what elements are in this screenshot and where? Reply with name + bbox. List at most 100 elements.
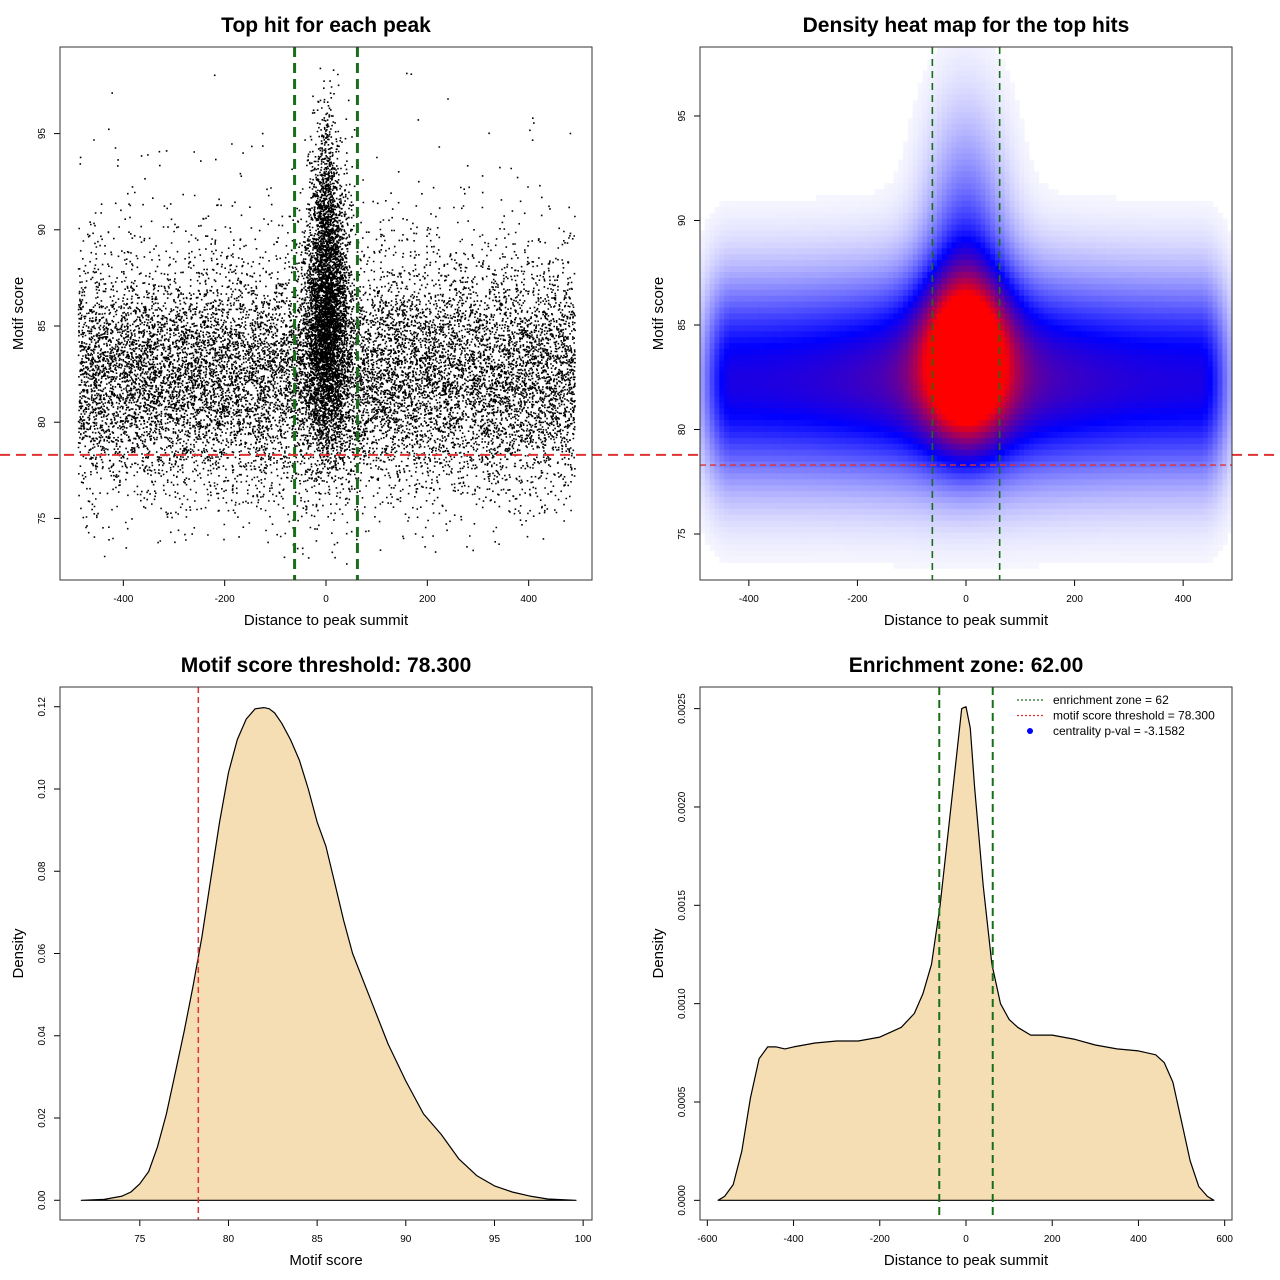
heatmap-cell — [816, 491, 822, 498]
heatmap-cell — [700, 289, 706, 297]
heatmap-cell — [1033, 485, 1040, 492]
heatmap-cell — [1024, 343, 1030, 350]
heatmap-cell — [946, 307, 953, 315]
heatmap-cell — [917, 514, 924, 522]
heatmap-cell — [893, 467, 899, 474]
heatmap-cell — [961, 390, 967, 398]
heatmap-cell — [985, 408, 991, 415]
heatmap-cell — [830, 272, 837, 279]
heatmap-cell — [704, 289, 711, 297]
heatmap-cell — [927, 556, 933, 563]
heatmap-cell — [980, 443, 986, 451]
heatmap-cell — [854, 224, 861, 232]
heatmap-cell — [995, 106, 1001, 113]
heatmap-cell — [825, 455, 832, 463]
heatmap-cell — [1009, 277, 1015, 285]
heatmap-cell — [907, 183, 914, 190]
heatmap-cell — [869, 514, 875, 522]
heatmap-cell — [936, 141, 943, 149]
heatmap-cell — [840, 325, 846, 332]
heatmap-cell — [733, 396, 740, 403]
heatmap-cell — [1004, 550, 1011, 557]
heatmap-cell — [758, 390, 764, 398]
heatmap-cell — [714, 378, 720, 386]
heatmap-cell — [1038, 283, 1044, 291]
heatmap-cell — [724, 455, 730, 463]
heatmap-cell — [903, 520, 909, 528]
heatmap-cell — [811, 372, 817, 380]
heatmap-cell — [830, 295, 837, 303]
heatmap-cell — [1028, 272, 1035, 279]
heatmap-cell — [1004, 242, 1011, 249]
y-tick-label: 90 — [677, 214, 688, 226]
heatmap-cell — [849, 372, 856, 380]
heatmap-cell — [907, 503, 914, 510]
heatmap-cell — [714, 508, 720, 516]
heatmap-cell — [907, 526, 914, 534]
heatmap-cell — [936, 248, 943, 255]
heatmap-cell — [1014, 473, 1020, 480]
heatmap-cell — [874, 449, 880, 457]
heatmap-cell — [903, 550, 909, 557]
x-axis-label: Distance to peak summit — [244, 612, 409, 629]
heatmap-cell — [835, 331, 841, 338]
heatmap-cell — [907, 248, 914, 255]
heatmap-cell — [999, 508, 1006, 516]
heatmap-cell — [748, 503, 754, 510]
heatmap-cell — [787, 277, 793, 285]
heatmap-cell — [893, 177, 899, 184]
heatmap-cell — [999, 230, 1006, 238]
heatmap-cell — [961, 378, 967, 386]
heatmap-cell — [941, 52, 948, 60]
heatmap-cell — [956, 390, 962, 398]
heatmap-cell — [830, 230, 837, 238]
heatmap-cell — [1004, 479, 1011, 486]
heatmap-cell — [724, 236, 730, 244]
heatmap-cell — [733, 443, 740, 451]
heatmap-cell — [946, 129, 953, 137]
heatmap-cell — [869, 366, 875, 374]
heatmap-cell — [864, 431, 870, 439]
heatmap-cell — [956, 337, 962, 344]
heatmap-cell — [903, 497, 909, 504]
heatmap-cell — [743, 491, 749, 498]
heatmap-cell — [975, 218, 982, 226]
heatmap-cell — [801, 343, 807, 350]
heatmap-cell — [830, 544, 837, 551]
heatmap-cell — [796, 212, 803, 220]
heatmap-cell — [999, 153, 1006, 161]
heatmap-cell — [724, 272, 730, 279]
heatmap-cell — [946, 147, 953, 155]
heatmap-cell — [758, 526, 764, 534]
heatmap-cell — [835, 337, 841, 344]
heatmap-cell — [1028, 295, 1035, 303]
heatmap-cell — [738, 508, 745, 516]
heatmap-cell — [758, 277, 764, 285]
heatmap-cell — [830, 212, 837, 220]
heatmap-cell — [729, 343, 735, 350]
heatmap-cell — [995, 544, 1001, 551]
heatmap-cell — [849, 378, 856, 386]
heatmap-cell — [941, 171, 948, 178]
heatmap-cell — [1004, 319, 1011, 326]
heatmap-cell — [801, 390, 807, 398]
heatmap-cell — [772, 514, 778, 522]
heatmap-cell — [956, 100, 962, 107]
heatmap-cell — [869, 331, 875, 338]
heatmap-cell — [922, 260, 928, 267]
heatmap-cell — [1024, 254, 1030, 261]
heatmap-cell — [1014, 195, 1020, 202]
heatmap-cell — [975, 431, 982, 439]
heatmap-cell — [922, 200, 928, 208]
heatmap-cell — [1009, 123, 1015, 131]
heatmap-cell — [1004, 236, 1011, 244]
heatmap-cell — [1009, 396, 1015, 403]
heatmap-cell — [941, 343, 948, 350]
heatmap-cell — [966, 272, 972, 279]
heatmap-cell — [975, 301, 982, 309]
heatmap-cell — [893, 319, 899, 326]
heatmap-cell — [975, 183, 982, 190]
heatmap-cell — [956, 449, 962, 457]
heatmap-cell — [990, 497, 996, 504]
heatmap-cell — [961, 159, 967, 167]
